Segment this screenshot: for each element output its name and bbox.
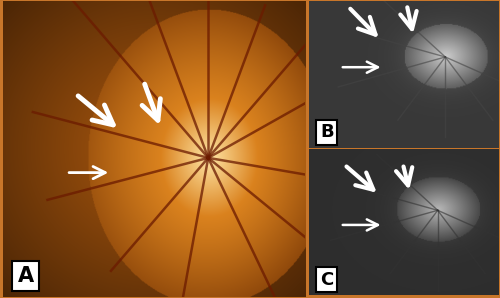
Text: C: C <box>320 271 333 289</box>
Text: B: B <box>320 123 334 141</box>
Text: A: A <box>18 266 34 286</box>
